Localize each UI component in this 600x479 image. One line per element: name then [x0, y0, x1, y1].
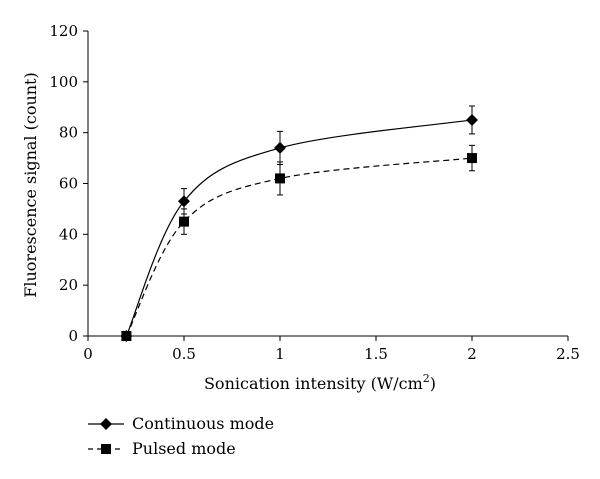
data-point-diamond [466, 113, 478, 126]
y-tick-label: 120 [49, 22, 78, 40]
y-tick-label: 20 [59, 276, 78, 294]
x-tick-label: 1.5 [364, 345, 388, 363]
data-point-square [179, 216, 189, 227]
data-point-square [121, 331, 132, 341]
legend-marker-diamond-icon [100, 418, 112, 430]
data-point-diamond [274, 141, 286, 154]
y-axis-ticks: 0 20 40 60 80 100 120 [49, 22, 88, 345]
y-tick-label: 40 [59, 225, 78, 243]
legend-marker-square-icon [101, 444, 111, 454]
x-tick-label: 0.5 [172, 345, 196, 363]
x-tick-label: 0 [83, 345, 93, 363]
plot-area [120, 105, 478, 342]
data-point-square [275, 173, 285, 184]
x-tick-label: 2 [467, 345, 477, 363]
x-axis-title: Sonication intensity (W/cm2) [204, 372, 436, 393]
series-line [125, 157, 473, 337]
legend-item-continuous: Continuous mode [88, 414, 274, 433]
x-axis-ticks: 0 0.5 1 1.5 2 2.5 [83, 336, 580, 363]
legend: Continuous mode Pulsed mode [88, 414, 274, 458]
y-tick-label: 0 [68, 327, 78, 345]
y-tick-label: 60 [59, 175, 78, 193]
series-pulsed [121, 144, 477, 341]
y-tick-label: 100 [49, 73, 78, 91]
data-point-square [467, 153, 477, 164]
x-axis-title-suffix: ) [430, 374, 436, 393]
legend-label-continuous: Continuous mode [132, 414, 274, 433]
series-continuous [120, 105, 478, 342]
y-axis-title: Fluorescence signal (count) [21, 72, 40, 297]
x-axis-title-superscript: 2 [423, 372, 430, 385]
legend-item-pulsed: Pulsed mode [88, 439, 236, 458]
legend-label-pulsed: Pulsed mode [132, 439, 236, 458]
x-tick-label: 2.5 [556, 345, 580, 363]
x-tick-label: 1 [275, 345, 285, 363]
data-point-diamond [178, 195, 190, 208]
y-tick-label: 80 [59, 124, 78, 142]
x-axis-title-text: Sonication intensity (W/cm [204, 374, 423, 393]
axes [87, 31, 568, 337]
series-line [125, 119, 473, 337]
